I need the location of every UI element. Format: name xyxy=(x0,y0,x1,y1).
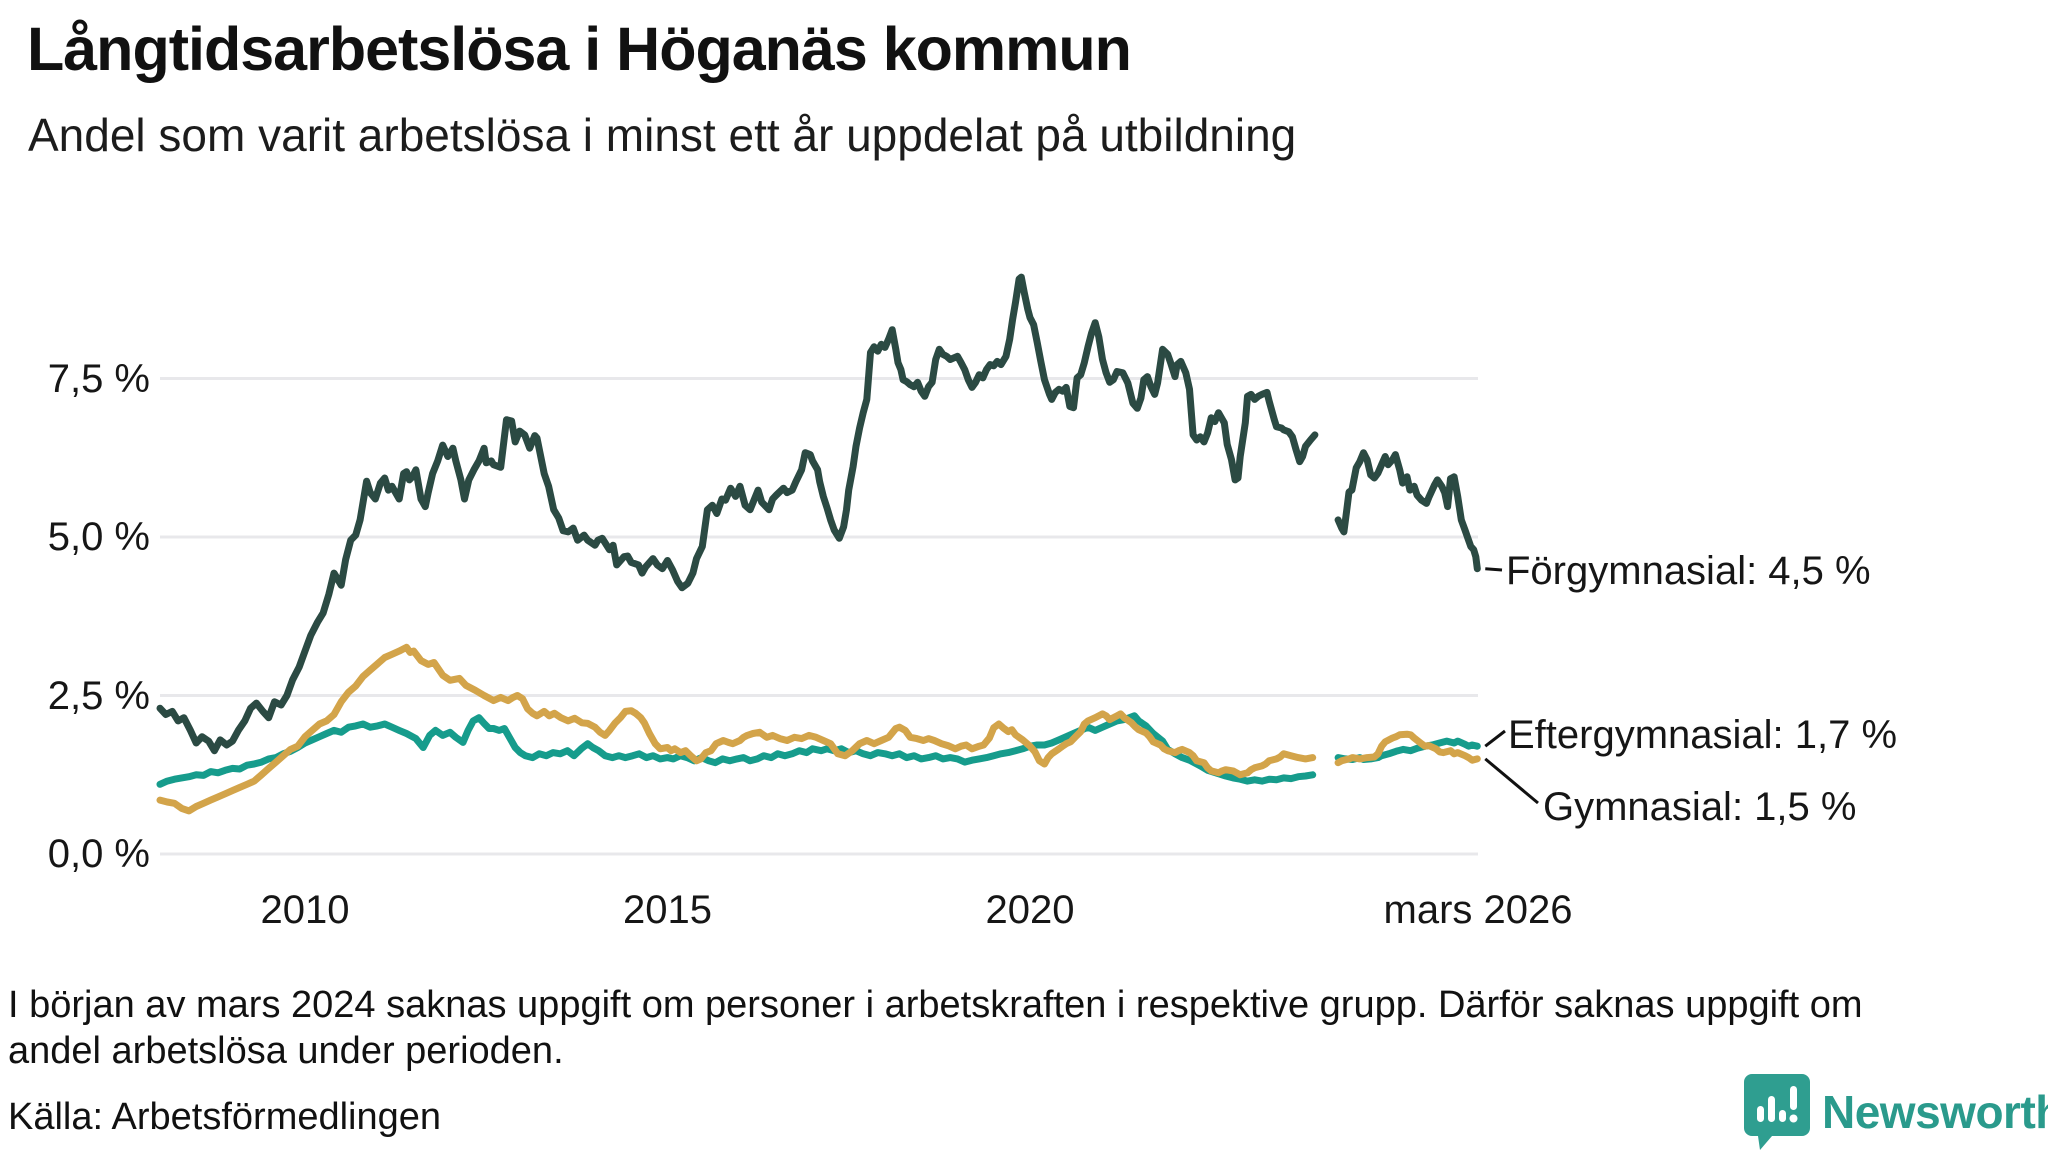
newsworthy-logo: Newsworthy xyxy=(1744,1072,2048,1152)
footnote: I början av mars 2024 saknas uppgift om … xyxy=(8,982,1863,1074)
label-pointer-eftergymnasial xyxy=(1484,729,1506,748)
footnote-line1: I början av mars 2024 saknas uppgift om … xyxy=(8,984,1863,1026)
series-line-eftergymnasial xyxy=(156,712,1317,788)
series-line-förgymnasial xyxy=(1334,449,1481,573)
x-tick-label: 2010 xyxy=(260,888,350,932)
source-text: Källa: Arbetsförmedlingen xyxy=(8,1096,442,1138)
y-tick-label: 2,5 % xyxy=(47,673,150,718)
series-label-gymnasial: Gymnasial: 1,5 % xyxy=(1543,785,1857,829)
label-pointer-gymnasial xyxy=(1484,757,1539,805)
newsworthy-icon xyxy=(1744,1074,1810,1150)
x-tick-label: mars 2026 xyxy=(1383,888,1573,932)
page-title: Långtidsarbetslösa i Höganäs kommun xyxy=(27,15,1132,83)
chart-subtitle: Andel som varit arbetslösa i minst ett å… xyxy=(28,109,1297,161)
label-pointer-förgymnasial xyxy=(1485,567,1503,572)
series-line-gymnasial xyxy=(156,643,1317,815)
y-tick-label: 0,0 % xyxy=(47,832,150,876)
newsworthy-wordmark: Newsworthy xyxy=(1822,1086,2048,1138)
y-tick-label: 5,0 % xyxy=(47,515,150,559)
series-label-forgymnasial: Förgymnasial: 4,5 % xyxy=(1506,549,1871,593)
y-tick-label: 7,5 % xyxy=(47,356,150,401)
footnote-line2: andel arbetslösa under perioden. xyxy=(8,1030,564,1072)
series-line-gymnasial xyxy=(1334,730,1481,767)
series-label-eftergymnasial: Eftergymnasial: 1,7 % xyxy=(1508,713,1898,757)
x-tick-label: 2015 xyxy=(622,888,712,932)
series-line-förgymnasial xyxy=(156,273,1319,755)
x-tick-label: 2020 xyxy=(985,888,1075,932)
